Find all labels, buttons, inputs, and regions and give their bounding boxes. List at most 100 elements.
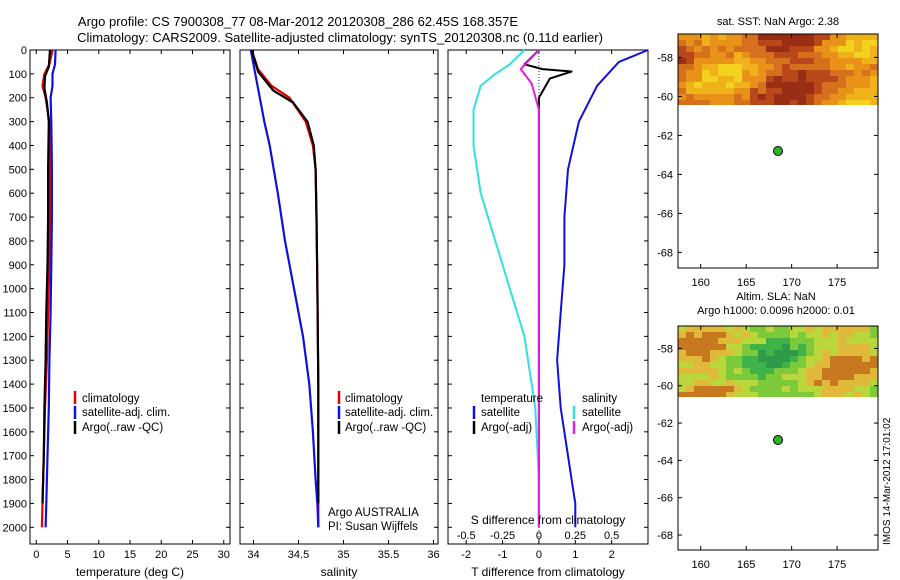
map-cell [750,362,759,369]
map-cell [710,386,719,393]
legend-label-salinity-argo: Argo(-adj) [582,422,633,434]
map-cell [814,362,823,369]
map-cell [854,344,863,351]
map-cell [686,70,695,77]
map-cell [854,34,863,41]
map-cell [686,380,695,387]
map-cell [678,338,687,345]
map-cell [734,58,743,65]
map-cell [790,344,799,351]
map-cell [766,52,775,59]
map-cell [782,356,791,363]
map-cell [846,374,855,381]
map-cell [774,58,783,65]
map-cell [822,380,831,387]
map-cell [734,64,743,71]
map-cell [838,362,847,369]
map-cell [870,332,878,339]
map-cell [846,88,855,95]
map-cell [846,362,855,369]
map-cell [830,386,839,393]
map-cell [854,46,863,53]
map-cell [838,374,847,381]
x-top-tick-label: 0.25 [565,530,586,542]
map-cell [774,356,783,363]
map-cell [814,344,823,351]
map-cell [686,76,695,83]
map-cell [686,338,695,345]
map-cell [782,58,791,65]
map-cell [718,326,727,333]
map-cell [790,64,799,71]
map-cell [686,34,695,41]
x-tick-label: 2 [609,549,615,561]
map-cell [694,64,703,71]
map-cell [838,76,847,83]
map-cell [822,332,831,339]
map-cell [710,64,719,71]
map-cell [710,380,719,387]
map-cell [846,64,855,71]
map-cell [718,34,727,41]
map-cell [758,100,767,105]
map-cell [758,332,767,339]
map-cell [862,386,871,393]
map-cell [798,40,807,47]
map-cell [846,356,855,363]
map-cell [766,380,775,387]
map-cell [830,344,839,351]
map-cell [854,40,863,47]
map-cell [718,100,727,105]
map-cell [678,58,687,65]
map-cell [678,362,687,369]
series-line [249,49,320,528]
x-tick-label: 15 [124,549,136,561]
map-cell [694,76,703,83]
map-cell [798,88,807,95]
map-cell [702,34,711,41]
map-cell [870,100,878,105]
map-cell [702,100,711,105]
map-cell [814,356,823,363]
map-cell [862,40,871,47]
map-cell [750,100,759,105]
map-cell [854,332,863,339]
map-cell [862,350,871,357]
map-cell [838,100,847,105]
map-cell [710,52,719,59]
map-cell [710,82,719,89]
map-cell [710,362,719,369]
map-cell [790,362,799,369]
map-cell [694,350,703,357]
map-cell [710,100,719,105]
map-cell [726,52,735,59]
map-cell [686,40,695,47]
map-cell [822,82,831,89]
map-cell [846,100,855,105]
map-cell [830,52,839,59]
y-tick-label: -64 [657,455,673,467]
sla-map-frame [677,325,879,551]
x-tick-label: 35.5 [378,549,399,561]
map-cell [806,52,815,59]
map-cell [782,392,791,397]
map-cell [678,392,687,397]
map-cell [766,64,775,71]
map-cell [766,88,775,95]
map-cell [806,82,815,89]
map-cell [870,34,878,41]
map-cell [734,52,743,59]
map-cell [726,58,735,65]
map-cell [822,344,831,351]
y-tick-label: 2000 [3,522,27,534]
map-cell [790,82,799,89]
map-cell [870,46,878,53]
map-cell [862,94,871,101]
map-cell [870,362,878,369]
map-cell [718,46,727,53]
map-cell [718,70,727,77]
legend-label-climatology: climatology [345,393,403,405]
map-cell [870,70,878,77]
map-cell [742,64,751,71]
map-cell [790,392,799,397]
